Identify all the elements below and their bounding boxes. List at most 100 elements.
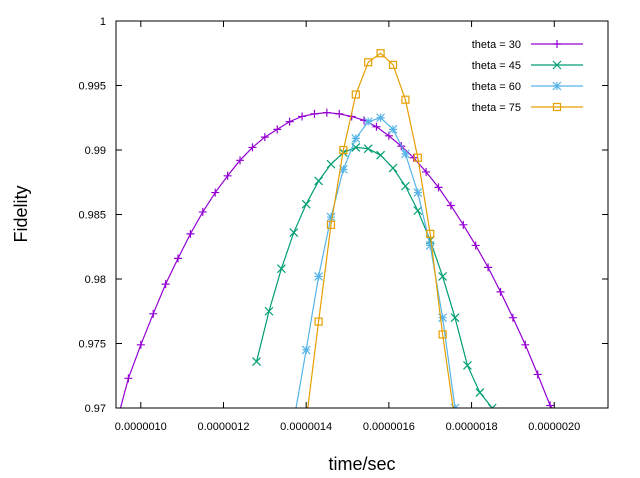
data-point <box>363 117 373 127</box>
data-point <box>298 112 307 121</box>
data-point <box>301 199 311 209</box>
x-tick-label: 0.0000010 <box>115 421 167 433</box>
plot-frame <box>115 20 609 409</box>
data-point <box>496 287 505 296</box>
data-point <box>289 228 299 237</box>
legend-label: theta = 30 <box>472 39 521 51</box>
data-point <box>301 345 311 355</box>
data-point <box>426 229 435 238</box>
data-point <box>248 143 257 152</box>
data-point <box>264 306 274 316</box>
data-point <box>434 183 443 192</box>
y-tick-label: 0.97 <box>85 403 106 415</box>
data-point <box>276 264 286 274</box>
legend-item: theta = 30 <box>472 39 583 51</box>
data-point <box>338 164 348 174</box>
data-point <box>400 181 410 191</box>
legend-item: theta = 60 <box>472 81 583 93</box>
data-point <box>401 95 410 104</box>
data-point <box>314 317 323 326</box>
data-point <box>409 153 418 162</box>
data-point <box>351 90 360 99</box>
data-point <box>438 330 447 339</box>
data-point <box>533 370 542 379</box>
data-point <box>463 361 472 370</box>
data-point <box>223 171 232 180</box>
data-point <box>186 229 195 238</box>
legend-marker <box>552 102 562 112</box>
data-point <box>136 340 145 349</box>
legend-item: theta = 45 <box>472 60 583 72</box>
data-point <box>400 149 410 159</box>
series-3 <box>295 113 460 408</box>
series-4 <box>307 49 454 408</box>
x-tick-label: 0.0000014 <box>280 421 332 433</box>
data-point <box>198 207 207 216</box>
data-point <box>372 122 381 131</box>
series-1 <box>119 108 555 408</box>
data-point <box>273 125 282 134</box>
plot-area <box>119 49 555 408</box>
data-point <box>459 220 468 229</box>
legend-label: theta = 75 <box>472 102 521 114</box>
data-point <box>471 241 480 250</box>
data-point <box>388 163 398 173</box>
legend-item: theta = 75 <box>472 102 583 114</box>
data-point <box>174 254 183 263</box>
data-point <box>314 176 324 186</box>
y-tick-label: 0.975 <box>78 339 106 351</box>
data-point <box>376 150 386 160</box>
legend-marker <box>552 60 562 70</box>
data-point <box>413 153 422 162</box>
data-point <box>260 133 269 142</box>
data-point <box>450 313 460 323</box>
data-point <box>351 133 361 143</box>
data-point <box>363 144 373 154</box>
y-tick-label: 0.995 <box>78 81 106 93</box>
series-line <box>307 52 454 408</box>
data-point <box>388 124 398 134</box>
data-point <box>388 60 398 69</box>
data-point <box>124 374 133 383</box>
data-point <box>422 167 431 176</box>
legend-label: theta = 60 <box>472 81 521 93</box>
data-point <box>438 313 448 323</box>
data-point <box>161 280 170 289</box>
data-point <box>438 271 448 281</box>
x-axis-title: time/sec <box>328 454 395 474</box>
x-tick-label: 0.0000020 <box>528 421 580 433</box>
y-axis: 0.97 0.975 0.98 0.985 0.99 0.995 1 <box>78 16 608 415</box>
data-point <box>364 58 373 67</box>
legend-marker <box>552 81 562 91</box>
data-point <box>310 109 319 118</box>
y-tick-label: 1 <box>100 16 106 28</box>
data-point <box>446 201 455 210</box>
x-tick-label: 0.0000012 <box>197 421 249 433</box>
legend: theta = 30 theta = 45 theta = 60 theta = 75 <box>472 39 583 114</box>
data-point <box>475 388 485 397</box>
data-point <box>376 49 385 58</box>
x-tick-label: 0.0000018 <box>446 421 498 433</box>
y-tick-label: 0.985 <box>78 210 106 222</box>
data-point <box>252 357 261 366</box>
data-point <box>521 340 530 349</box>
legend-label: theta = 45 <box>472 60 521 72</box>
x-tick-label: 0.0000016 <box>363 421 415 433</box>
data-point <box>149 309 158 318</box>
data-point <box>546 401 555 408</box>
y-tick-label: 0.99 <box>85 145 106 157</box>
data-point <box>314 271 324 281</box>
data-point <box>326 159 336 169</box>
y-tick-label: 0.98 <box>85 274 106 286</box>
legend-marker <box>553 40 561 48</box>
data-point <box>285 117 294 126</box>
data-point <box>335 109 344 118</box>
data-point <box>413 206 423 216</box>
data-point <box>376 113 386 123</box>
data-point <box>339 145 348 155</box>
data-point <box>211 188 220 197</box>
data-point <box>236 156 245 165</box>
data-point <box>425 241 435 250</box>
